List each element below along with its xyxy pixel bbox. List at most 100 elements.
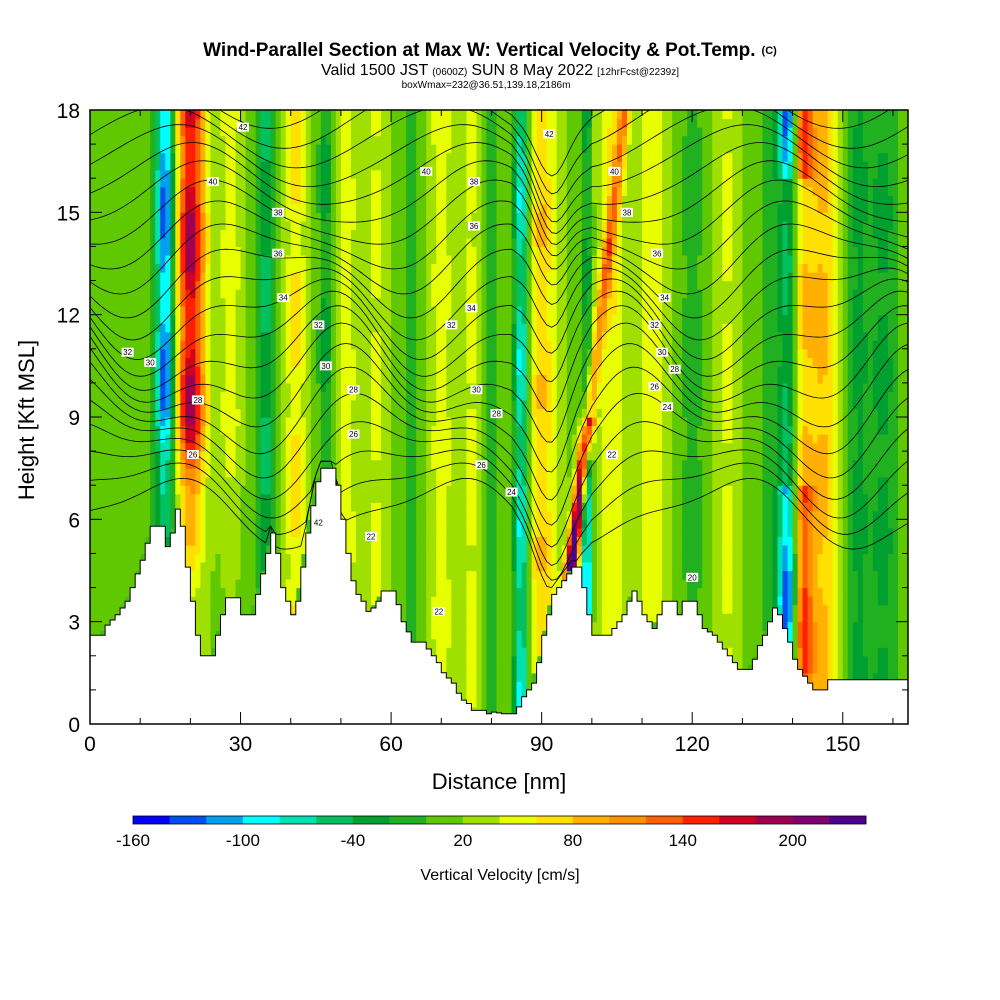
y-tick-label: 0 bbox=[68, 714, 80, 737]
isentrope-line bbox=[90, 223, 908, 295]
colorbar-swatch bbox=[682, 816, 720, 824]
colorbar-tick-label: 80 bbox=[563, 831, 582, 850]
colorbar-swatch bbox=[829, 816, 867, 824]
colorbar-swatch bbox=[572, 816, 610, 824]
isentrope-line bbox=[90, 124, 908, 223]
contour-label: 36 bbox=[467, 221, 480, 231]
contour-label: 26 bbox=[648, 381, 661, 391]
isentrope-line bbox=[90, 449, 908, 566]
isentrope-line bbox=[90, 179, 908, 257]
colorbar-swatch bbox=[169, 816, 207, 824]
isentrope-line bbox=[90, 200, 908, 270]
colorbar-swatch bbox=[389, 816, 427, 824]
contour-label: 30 bbox=[656, 347, 669, 357]
x-axis: 0 30 60 90 120 150 bbox=[84, 110, 894, 756]
contour-label: 32 bbox=[648, 320, 661, 330]
contour-label: 38 bbox=[620, 207, 633, 217]
x-tick-label: 150 bbox=[825, 733, 860, 756]
x-tick-label: 90 bbox=[530, 733, 553, 756]
x-tick-label: 30 bbox=[229, 733, 252, 756]
colorbar-swatch bbox=[792, 816, 830, 824]
isentrope-line bbox=[90, 392, 908, 526]
colorbar-swatch bbox=[719, 816, 757, 824]
isentrope-line bbox=[90, 460, 908, 581]
colorbar-swatch bbox=[279, 816, 317, 824]
contour-label: 36 bbox=[272, 248, 285, 258]
colorbar-swatch bbox=[316, 816, 354, 824]
valid-fcst: [12hrFcst@2239z] bbox=[597, 67, 679, 78]
colorbar-swatch bbox=[206, 816, 244, 824]
contour-label: 22 bbox=[432, 606, 445, 616]
contour-label: 40 bbox=[420, 166, 433, 176]
isentrope-line bbox=[90, 160, 908, 245]
isentrope-line bbox=[90, 305, 908, 413]
colorbar-swatch bbox=[499, 816, 537, 824]
contour-label: 26 bbox=[475, 460, 488, 470]
isentrope-line bbox=[205, 110, 908, 195]
contour-label: 30 bbox=[319, 361, 332, 371]
contour-label: 40 bbox=[206, 177, 219, 187]
y-tick-label: 12 bbox=[57, 305, 80, 328]
colorbar-swatch bbox=[536, 816, 574, 824]
colorbar-swatch bbox=[646, 816, 684, 824]
plot-area: 42 40 38 36 34 32 32 30 30 28 28 26 26 42 22 22 40 38 36 34… bbox=[90, 110, 908, 724]
contour-label: 20 bbox=[686, 572, 699, 582]
isentrope-line bbox=[90, 278, 908, 360]
chart-title: Wind-Parallel Section at Max W: Vertical… bbox=[203, 40, 777, 61]
contour-label: 42 bbox=[312, 518, 325, 528]
contour-label: 32 bbox=[445, 320, 458, 330]
contour-label: 32 bbox=[121, 347, 134, 357]
isentrope-line bbox=[90, 421, 908, 548]
isentrope-line bbox=[90, 366, 908, 501]
colorbar-tick-label: -160 bbox=[116, 831, 150, 850]
valid-utc: (0600Z) bbox=[432, 67, 467, 78]
colorbar-tick-label: 200 bbox=[779, 831, 807, 850]
isentrope-line bbox=[219, 110, 890, 177]
y-tick-label: 6 bbox=[68, 509, 80, 532]
contour-label: 42 bbox=[237, 122, 250, 132]
isentrope-line bbox=[90, 290, 908, 383]
y-axis-label: Height [Kft MSL] bbox=[14, 340, 39, 500]
x-tick-label: 60 bbox=[379, 733, 402, 756]
colorbar-label: Vertical Velocity [cm/s] bbox=[420, 867, 579, 884]
y-tick-label: 15 bbox=[57, 202, 80, 225]
isentrope-line bbox=[90, 248, 908, 319]
isentrope-line bbox=[90, 322, 908, 443]
x-tick-label: 0 bbox=[84, 733, 96, 756]
colorbar-tick-label: -100 bbox=[226, 831, 260, 850]
y-tick-label: 3 bbox=[68, 612, 80, 635]
contour-label: 26 bbox=[186, 450, 199, 460]
colorbar: -160 -100 -40 20 80 140 200 bbox=[116, 815, 867, 850]
box-line: boxWmax=232@36.51,139.18,2186m bbox=[402, 80, 571, 91]
contour-label: 22 bbox=[605, 450, 618, 460]
isentrope-line bbox=[90, 460, 908, 589]
valid-prefix: Valid 1500 JST bbox=[321, 62, 429, 79]
contour-label: 26 bbox=[347, 429, 360, 439]
contour-label: 22 bbox=[365, 531, 378, 541]
contour-label: 36 bbox=[651, 248, 664, 258]
isentrope-line bbox=[90, 110, 908, 210]
contour-label: 42 bbox=[543, 129, 556, 139]
contour-label: 40 bbox=[608, 166, 621, 176]
contour-label: 38 bbox=[272, 207, 285, 217]
chart-subtitle: Valid 1500 JST (0600Z) SUN 8 May 2022 [12hr… bbox=[321, 62, 679, 79]
terrain-profile bbox=[90, 467, 908, 724]
contour-label: 28 bbox=[347, 385, 360, 395]
colorbar-swatch bbox=[609, 816, 647, 824]
contour-label: 24 bbox=[661, 402, 674, 412]
colorbar-tick-label: 140 bbox=[669, 831, 697, 850]
y-tick-label: 9 bbox=[68, 407, 80, 430]
isentrope-line bbox=[90, 142, 908, 234]
colorbar-swatch bbox=[756, 816, 793, 824]
contour-label: 28 bbox=[191, 395, 204, 405]
contour-label: 34 bbox=[277, 293, 290, 303]
contour-label: 34 bbox=[465, 303, 478, 313]
isentrope-line bbox=[90, 267, 908, 341]
title-main: Wind-Parallel Section at Max W: Vertical… bbox=[203, 40, 755, 61]
colorbar-swatch bbox=[242, 816, 280, 824]
colorbar-swatch bbox=[352, 816, 390, 824]
x-tick-label: 120 bbox=[675, 733, 710, 756]
contour-label: 28 bbox=[490, 409, 503, 419]
